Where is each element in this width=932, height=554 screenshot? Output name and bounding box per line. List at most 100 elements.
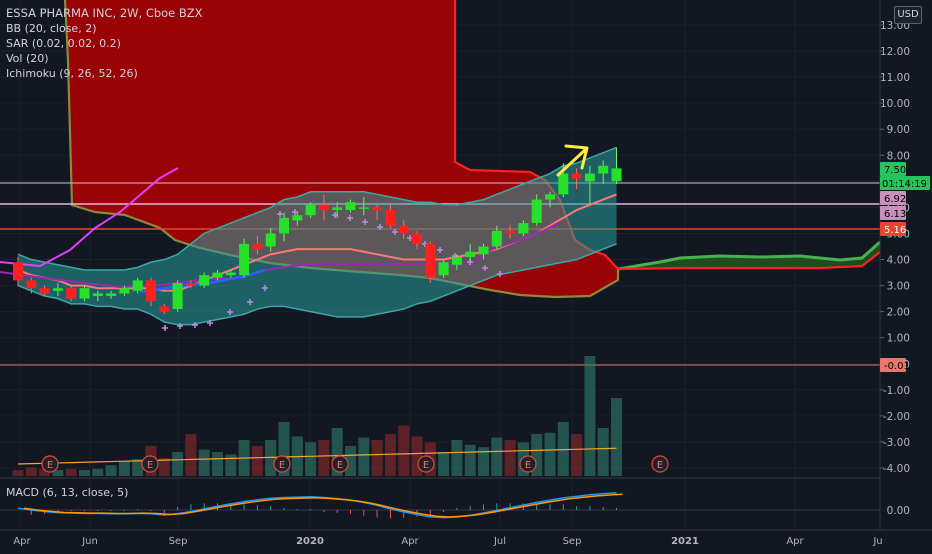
- earnings-label: E: [525, 460, 531, 471]
- earnings-label: E: [423, 460, 429, 471]
- volume-bar: [571, 434, 583, 476]
- candle-body: [252, 243, 263, 250]
- candle-body: [159, 306, 170, 312]
- indicator-ichimoku[interactable]: Ichimoku (9, 26, 52, 26): [6, 67, 138, 80]
- volume-bar: [464, 444, 476, 476]
- volume-bar: [105, 465, 117, 476]
- candle-body: [372, 207, 383, 211]
- candle-body: [292, 215, 303, 221]
- senkou-span-b-future: [617, 251, 881, 271]
- time-tick-label: Jun: [81, 536, 98, 547]
- macd-histogram-bar: [483, 504, 484, 510]
- indicator-vol[interactable]: Vol (20): [6, 52, 49, 65]
- macd-histogram-bar: [496, 503, 498, 510]
- candle-body: [345, 202, 356, 211]
- price-tag-label: -0.01: [884, 361, 910, 372]
- volume-bar: [118, 461, 130, 476]
- volume-bar: [597, 428, 609, 476]
- sar-dot: [277, 211, 283, 217]
- earnings-marker: [417, 455, 435, 473]
- price-tick-label: 12.00: [880, 46, 910, 58]
- candle-body: [279, 217, 289, 234]
- macd-histogram-bar: [243, 504, 245, 510]
- currency-button[interactable]: USD: [894, 6, 922, 24]
- candle-body: [412, 233, 422, 244]
- sar-dot: [227, 309, 233, 315]
- volume-bar: [225, 454, 237, 476]
- earnings-marker: [651, 455, 669, 473]
- price-tick-label: 3.00: [887, 281, 910, 293]
- macd-histogram-bar: [296, 509, 298, 511]
- volume-bar: [265, 440, 277, 476]
- candle-body: [438, 262, 449, 276]
- candle-body: [518, 223, 529, 234]
- macd-histogram-bar: [123, 510, 125, 511]
- symbol-title[interactable]: ESSA PHARMA INC, 2W, Cboe BZX: [6, 6, 203, 20]
- macd-histogram-bar: [163, 510, 165, 513]
- candle-body: [318, 204, 329, 211]
- macd-histogram-bar: [70, 510, 72, 511]
- sar-dot: [377, 224, 383, 230]
- price-tick-label: 4.00: [887, 255, 910, 267]
- macd-histogram-bar: [270, 506, 272, 510]
- volume-bar: [132, 459, 144, 476]
- price-tick-label: 1.00: [887, 333, 910, 345]
- bb-fill: [18, 147, 617, 325]
- volume-bar: [451, 440, 463, 476]
- volume-bar: [65, 468, 77, 476]
- candle-body: [425, 243, 436, 278]
- candle-body: [545, 194, 555, 200]
- macd-histogram-bar: [536, 503, 538, 510]
- volume-bar: [251, 446, 263, 476]
- macd-histogram-bar: [350, 510, 351, 514]
- macd-histogram-bar: [429, 510, 431, 516]
- sar-dot: [497, 271, 503, 277]
- macd-histogram-bar: [589, 506, 591, 510]
- time-tick-label: Apr: [401, 536, 419, 547]
- sar-dot: [162, 325, 168, 331]
- volume-bar: [478, 447, 489, 476]
- sar-dot: [177, 323, 183, 329]
- price-tag-label: 6.92: [884, 194, 906, 205]
- sar-dot: [482, 265, 488, 271]
- time-tick-label: Ju: [872, 536, 882, 547]
- price-tick-label: -4.00: [883, 463, 910, 475]
- volume-bar: [318, 440, 330, 476]
- volume-bar: [544, 432, 556, 476]
- price-tick-label: 8.00: [887, 150, 910, 162]
- candle-body: [39, 288, 50, 294]
- macd-legend[interactable]: MACD (6, 13, close, 5): [6, 486, 129, 499]
- candles: [13, 147, 622, 315]
- sar-dot: [362, 219, 368, 225]
- chikou-span: [0, 167, 179, 268]
- volume-bar: [172, 452, 184, 476]
- time-axis[interactable]: Apr Jun Sep 2020 Apr Jul Sep 2021 Apr Ju: [0, 529, 932, 547]
- volume-bar: [345, 446, 356, 476]
- candle-body: [491, 230, 502, 247]
- yellow-arrow: [556, 144, 589, 177]
- bb-upper: [17, 146, 617, 271]
- indicator-sar[interactable]: SAR (0.02, 0.02, 0.2): [6, 37, 121, 50]
- volume-ma: [17, 447, 617, 465]
- volume-bar: [557, 422, 569, 476]
- tenkan-sen: [139, 268, 266, 294]
- candle-body: [225, 272, 236, 276]
- indicator-bb[interactable]: BB (20, close, 2): [6, 22, 97, 35]
- macd-histogram-bar: [137, 509, 139, 511]
- macd-histogram-bar: [376, 510, 378, 518]
- volume-bar: [491, 437, 503, 476]
- candle-body: [305, 204, 316, 216]
- volume-bar: [584, 356, 596, 476]
- macd-histogram-bar: [97, 510, 99, 511]
- macd-histogram-bar: [283, 508, 285, 510]
- earnings-label: E: [47, 460, 53, 471]
- time-tick-label: Apr: [13, 536, 31, 547]
- sar-dot: [207, 320, 213, 326]
- time-tick-label: Sep: [169, 536, 188, 547]
- price-tick-label: 2.00: [887, 307, 910, 319]
- volume-bar: [331, 428, 343, 476]
- arrow-up: [556, 144, 589, 177]
- volume-bar: [92, 468, 104, 476]
